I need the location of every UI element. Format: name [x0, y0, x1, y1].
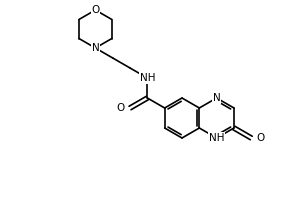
Text: NH: NH: [140, 73, 155, 83]
Text: N: N: [92, 43, 99, 53]
Text: NH: NH: [209, 133, 224, 143]
Text: N: N: [213, 93, 220, 103]
Text: O: O: [91, 5, 100, 15]
Text: N: N: [92, 43, 99, 53]
Text: O: O: [256, 133, 265, 143]
Text: O: O: [117, 103, 125, 113]
